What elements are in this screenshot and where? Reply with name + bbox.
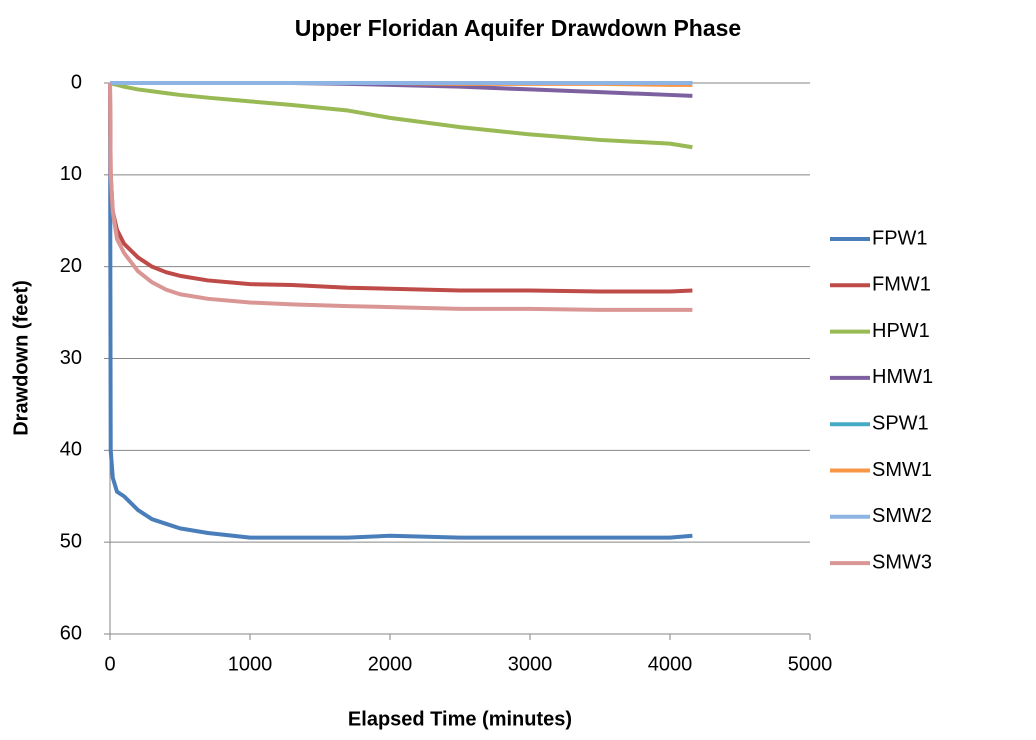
x-tick-label: 4000 [648, 653, 693, 675]
legend-label: SMW2 [872, 505, 932, 527]
y-tick-label: 50 [60, 530, 82, 552]
x-axis-title: Elapsed Time (minutes) [348, 708, 572, 730]
y-axis-title: Drawdown (feet) [10, 280, 32, 436]
y-tick-label: 10 [60, 163, 82, 185]
legend-label: HPW1 [872, 320, 930, 342]
y-tick-label: 0 [71, 71, 82, 93]
legend-label: SMW3 [872, 551, 932, 573]
x-tick-label: 5000 [788, 653, 833, 675]
legend-label: FMW1 [872, 274, 931, 296]
legend-label: SPW1 [872, 412, 929, 434]
y-tick-label: 40 [60, 439, 82, 461]
x-tick-label: 2000 [368, 653, 413, 675]
series-line [108, 82, 693, 294]
y-tick-label: 20 [60, 255, 82, 277]
x-tick-label: 1000 [228, 653, 273, 675]
x-tick-label: 3000 [508, 653, 553, 675]
x-tick-label: 0 [104, 653, 115, 675]
y-tick-label: 60 [60, 622, 82, 644]
legend-label: SMW1 [872, 459, 932, 481]
legend-label: FPW1 [872, 227, 928, 249]
legend-label: HMW1 [872, 366, 933, 388]
y-tick-label: 30 [60, 347, 82, 369]
chart-title: Upper Floridan Aquifer Drawdown Phase [295, 15, 741, 41]
series-line [108, 82, 693, 540]
series-line [108, 82, 693, 312]
